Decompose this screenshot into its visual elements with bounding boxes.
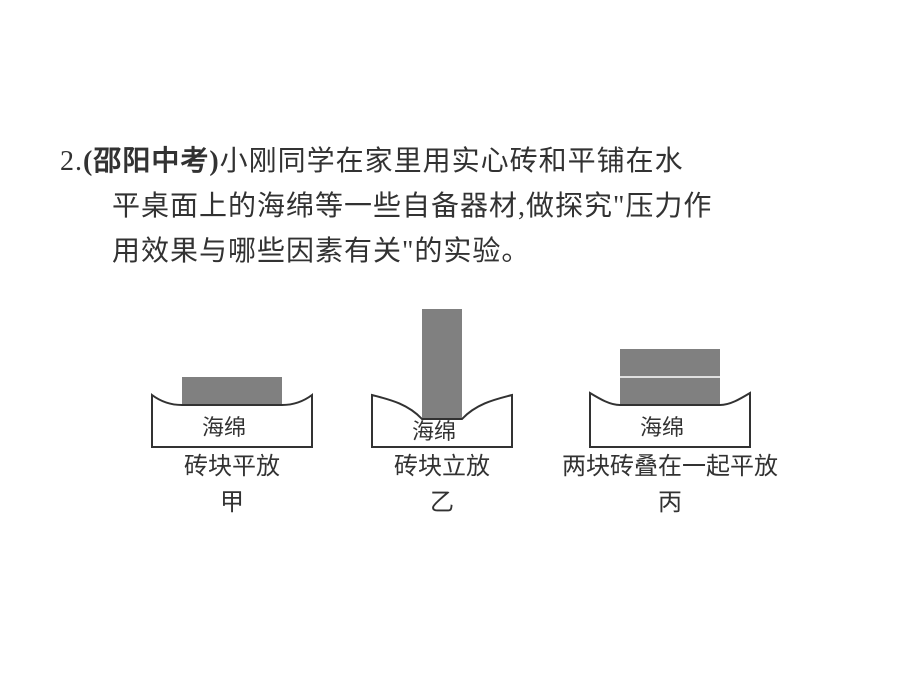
diagram-b: 海绵 砖块立放 乙 (362, 299, 522, 520)
diagram-b-svg-container: 海绵 (362, 299, 522, 449)
diagram-c-svg-container: 海绵 (580, 319, 760, 449)
brick-flat (182, 377, 282, 405)
sponge-label-a: 海绵 (202, 415, 246, 440)
brick-bottom (620, 377, 720, 405)
brick-top (620, 349, 720, 377)
diagram-a-label: 甲 (220, 487, 244, 521)
diagram-a-desc: 砖块平放 (184, 451, 280, 485)
diagram-c: 海绵 两块砖叠在一起平放 丙 (562, 319, 778, 520)
diagram-c-desc: 两块砖叠在一起平放 (562, 451, 778, 485)
diagram-c-label: 丙 (658, 487, 682, 521)
diagram-b-label: 乙 (430, 487, 454, 521)
diagram-row: 海绵 砖块平放 甲 海绵 砖块立放 乙 (60, 299, 860, 520)
question-number: 2. (60, 146, 83, 177)
diagram-b-desc: 砖块立放 (394, 451, 490, 485)
question-line-2: 平桌面上的海绵等一些自备器材,做探究"压力作 (60, 185, 860, 230)
sponge-label-c: 海绵 (640, 415, 684, 440)
diagram-a: 海绵 砖块平放 甲 (142, 349, 322, 520)
sponge-label-b: 海绵 (412, 419, 456, 444)
diagram-a-svg-container: 海绵 (142, 349, 322, 449)
question-line-1: 2.(邵阳中考)小刚同学在家里用实心砖和平铺在水 (60, 140, 860, 185)
text-part-1: 小刚同学在家里用实心砖和平铺在水 (220, 146, 684, 177)
question-source: (邵阳中考) (83, 146, 220, 177)
brick-upright (422, 309, 462, 419)
question-line-3: 用效果与哪些因素有关"的实验。 (60, 230, 860, 275)
diagram-b-svg: 海绵 (362, 299, 522, 449)
diagram-a-svg: 海绵 (142, 349, 322, 449)
question-content: 2.(邵阳中考)小刚同学在家里用实心砖和平铺在水 平桌面上的海绵等一些自备器材,… (0, 0, 920, 521)
diagram-c-svg: 海绵 (580, 319, 760, 449)
